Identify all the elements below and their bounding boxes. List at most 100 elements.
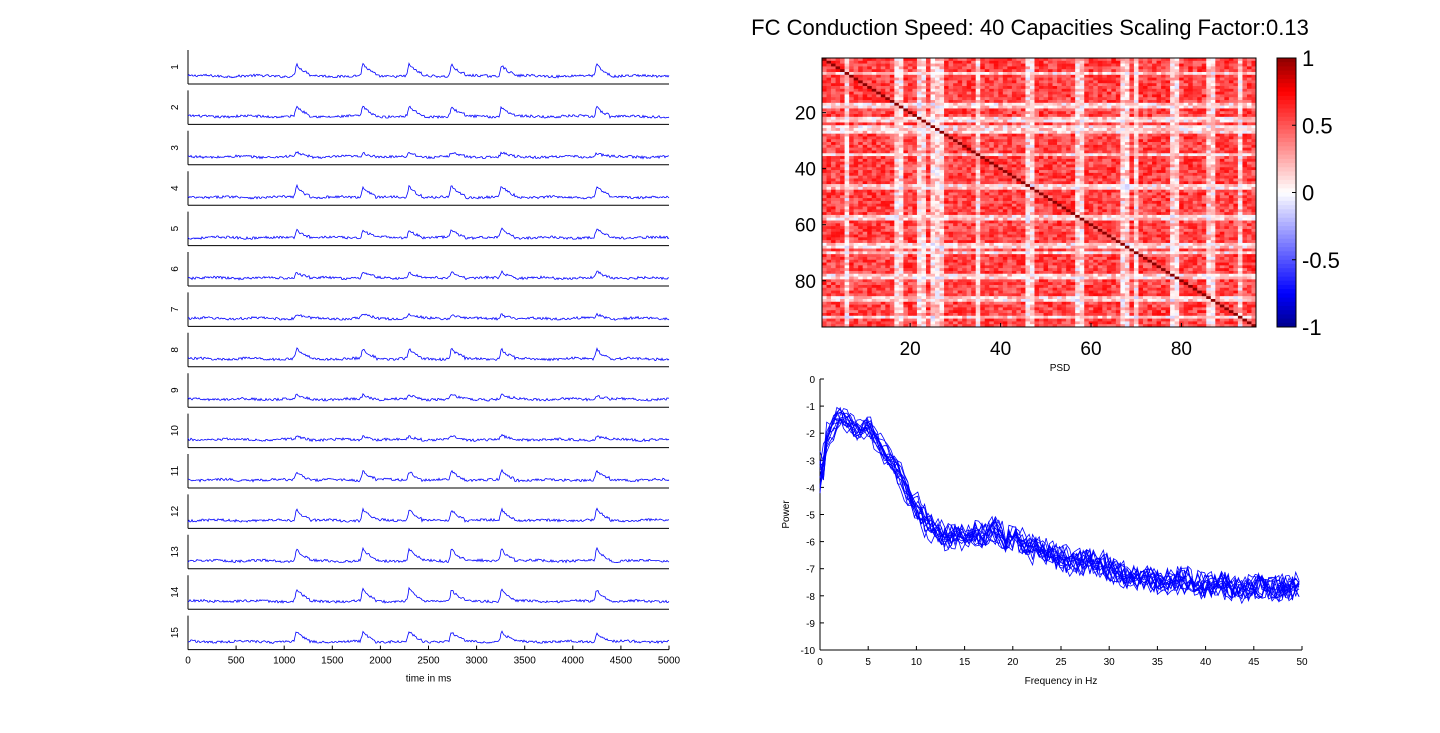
heatmap-cell	[1020, 195, 1026, 199]
heatmap-cell	[962, 111, 967, 115]
heatmap-cell	[1020, 158, 1026, 162]
heatmap-cell	[1124, 130, 1130, 134]
heatmap-cell	[876, 198, 882, 202]
heatmap-cell	[1093, 133, 1099, 137]
heatmap-cell	[1011, 147, 1017, 151]
heatmap-cell	[1179, 108, 1184, 112]
heatmap-cell	[993, 150, 999, 154]
heatmap-cell	[1179, 195, 1184, 199]
heatmap-cell	[1138, 167, 1144, 171]
heatmap-cell	[898, 63, 904, 67]
heatmap-cell	[844, 161, 850, 165]
heatmap-cell	[844, 105, 850, 109]
heatmap-cell	[831, 105, 836, 109]
heatmap-cell	[1066, 172, 1071, 176]
heatmap-cell	[1093, 164, 1099, 168]
heatmap-cell	[916, 195, 922, 199]
heatmap-cell	[998, 164, 1004, 168]
heatmap-cell	[1025, 97, 1031, 101]
heatmap-cell	[1192, 133, 1198, 137]
heatmap-cell	[1025, 100, 1031, 104]
heatmap-cell	[1057, 111, 1062, 115]
heatmap-cell	[1115, 105, 1121, 109]
heatmap-cell	[826, 181, 832, 185]
heatmap-cell	[907, 189, 913, 193]
heatmap-cell	[1201, 181, 1207, 185]
heatmap-cell	[1093, 111, 1099, 115]
heatmap-cell	[1129, 184, 1135, 188]
heatmap-cell	[1061, 186, 1067, 190]
heatmap-cell	[984, 147, 990, 151]
heatmap-cell	[1161, 167, 1166, 171]
heatmap-cell	[880, 164, 886, 168]
heatmap-cell	[1011, 102, 1017, 106]
heatmap-cell	[1228, 114, 1234, 118]
heatmap-cell	[975, 69, 981, 73]
heatmap-cell	[1029, 147, 1035, 151]
heatmap-cell	[1088, 178, 1094, 182]
heatmap-cell	[1188, 72, 1194, 76]
heatmap-cell	[962, 125, 967, 129]
heatmap-cell	[903, 122, 909, 126]
heatmap-cell	[1237, 158, 1243, 162]
heatmap-cell	[1129, 170, 1135, 174]
heatmap-cell	[1124, 178, 1130, 182]
heatmap-cell	[944, 94, 949, 98]
heatmap-cell	[1219, 192, 1225, 196]
heatmap-cell	[826, 172, 832, 176]
heatmap-cell	[1152, 156, 1157, 160]
heatmap-cell	[1052, 172, 1058, 176]
heatmap-cell	[1133, 147, 1139, 151]
heatmap-cell	[1197, 198, 1203, 202]
heatmap-cell	[916, 170, 922, 174]
heatmap-cell	[925, 77, 931, 81]
heatmap-cell	[853, 181, 859, 185]
heatmap-cell	[1142, 111, 1148, 115]
heatmap-cell	[876, 108, 882, 112]
heatmap-cell	[1120, 86, 1126, 90]
heatmap-cell	[1219, 111, 1225, 115]
heatmap-cell	[1106, 172, 1112, 176]
heatmap-cell	[1043, 164, 1049, 168]
heatmap-cell	[1043, 181, 1049, 185]
heatmap-cell	[1183, 80, 1189, 84]
heatmap-cell	[1029, 91, 1035, 95]
heatmap-cell	[1156, 170, 1162, 174]
heatmap-cell	[1002, 153, 1008, 157]
heatmap-cell	[1088, 105, 1094, 109]
heatmap-cell	[903, 158, 909, 162]
heatmap-cell	[898, 153, 904, 157]
heatmap-cell	[1233, 170, 1239, 174]
heatmap-cell	[858, 94, 863, 98]
heatmap-cell	[1246, 170, 1252, 174]
heatmap-cell	[1201, 72, 1207, 76]
heatmap-cell	[1156, 161, 1162, 165]
heatmap-cell	[1188, 102, 1194, 106]
heatmap-cell	[1183, 72, 1189, 76]
heatmap-cell	[880, 97, 886, 101]
heatmap-cell	[975, 74, 981, 78]
heatmap-cell	[1242, 119, 1248, 123]
heatmap-cell	[1156, 122, 1162, 126]
channel-label: 9	[170, 387, 181, 393]
heatmap-cell	[1088, 119, 1094, 123]
heatmap-cell	[1002, 139, 1008, 143]
heatmap-cell	[1161, 69, 1166, 73]
heatmap-cell	[921, 125, 927, 129]
heatmap-cell	[984, 150, 990, 154]
heatmap-cell	[1237, 83, 1243, 87]
heatmap-cell	[1206, 198, 1212, 202]
heatmap-cell	[1029, 102, 1035, 106]
heatmap-cell	[1075, 153, 1080, 157]
heatmap-cell	[948, 144, 954, 148]
heatmap-cell	[1106, 192, 1112, 196]
heatmap-cell	[1066, 167, 1071, 171]
heatmap-cell	[966, 142, 972, 146]
heatmap-cell	[1020, 128, 1026, 132]
heatmap-cell	[1237, 147, 1243, 151]
heatmap-cell	[1246, 105, 1252, 109]
heatmap-cell	[867, 144, 873, 148]
heatmap-cell	[916, 91, 922, 95]
heatmap-cell	[930, 69, 936, 73]
heatmap-cell	[1246, 136, 1252, 140]
